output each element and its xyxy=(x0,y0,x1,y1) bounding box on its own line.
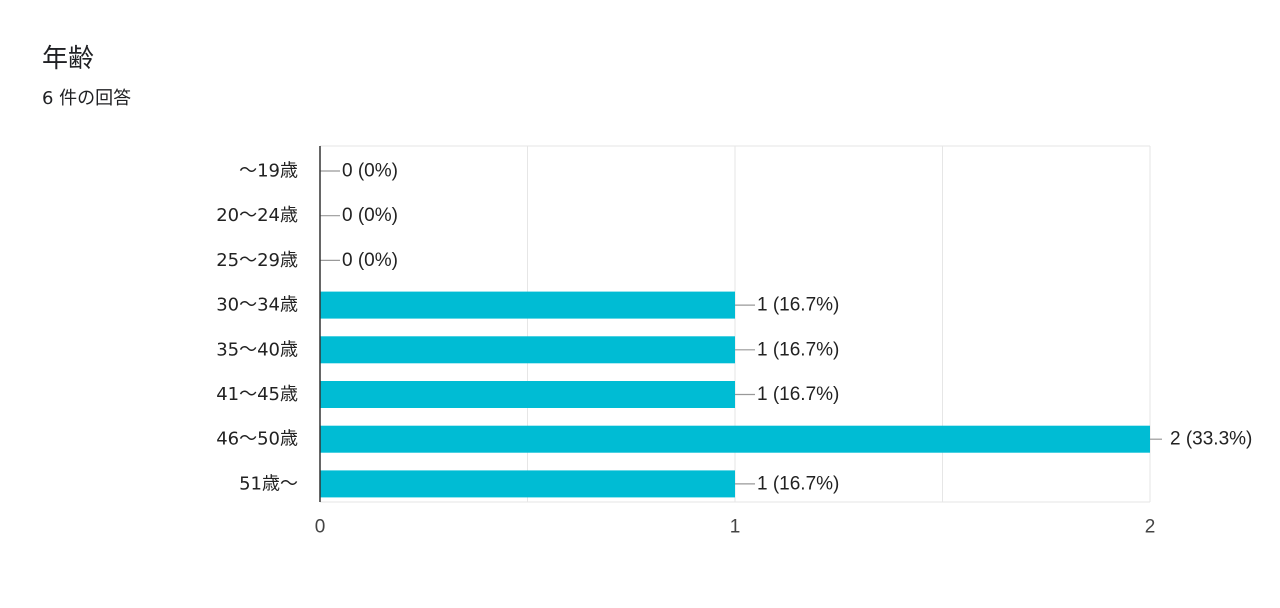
bar xyxy=(320,336,735,364)
category-label: 25～29歳 xyxy=(216,250,298,271)
data-label: 1 (16.7%) xyxy=(757,384,839,405)
response-count: 6 件の回答 xyxy=(42,88,132,109)
bar xyxy=(320,381,735,408)
bar xyxy=(320,291,735,319)
category-label: 30～34歳 xyxy=(216,295,298,316)
category-label: 46～50歳 xyxy=(216,429,298,450)
x-tick-label: 1 xyxy=(730,517,741,538)
x-tick-label: 0 xyxy=(315,517,326,538)
chart-title: 年齢 xyxy=(42,44,95,74)
x-tick-label: 2 xyxy=(1145,517,1156,538)
category-label: 20～24歳 xyxy=(216,205,298,226)
category-label: 41～45歳 xyxy=(216,384,298,405)
bar xyxy=(320,470,735,498)
data-label: 0 (0%) xyxy=(342,205,398,226)
category-label: 51歳～ xyxy=(239,473,298,494)
data-label: 1 (16.7%) xyxy=(757,339,839,360)
data-label: 0 (0%) xyxy=(342,161,398,182)
data-label: 1 (16.7%) xyxy=(757,295,839,316)
bar xyxy=(320,425,1150,453)
data-label: 0 (0%) xyxy=(342,250,398,271)
data-label: 1 (16.7%) xyxy=(757,473,839,494)
data-label: 2 (33.3%) xyxy=(1170,429,1252,450)
category-label: ～19歳 xyxy=(239,161,298,182)
category-label: 35～40歳 xyxy=(216,339,298,360)
